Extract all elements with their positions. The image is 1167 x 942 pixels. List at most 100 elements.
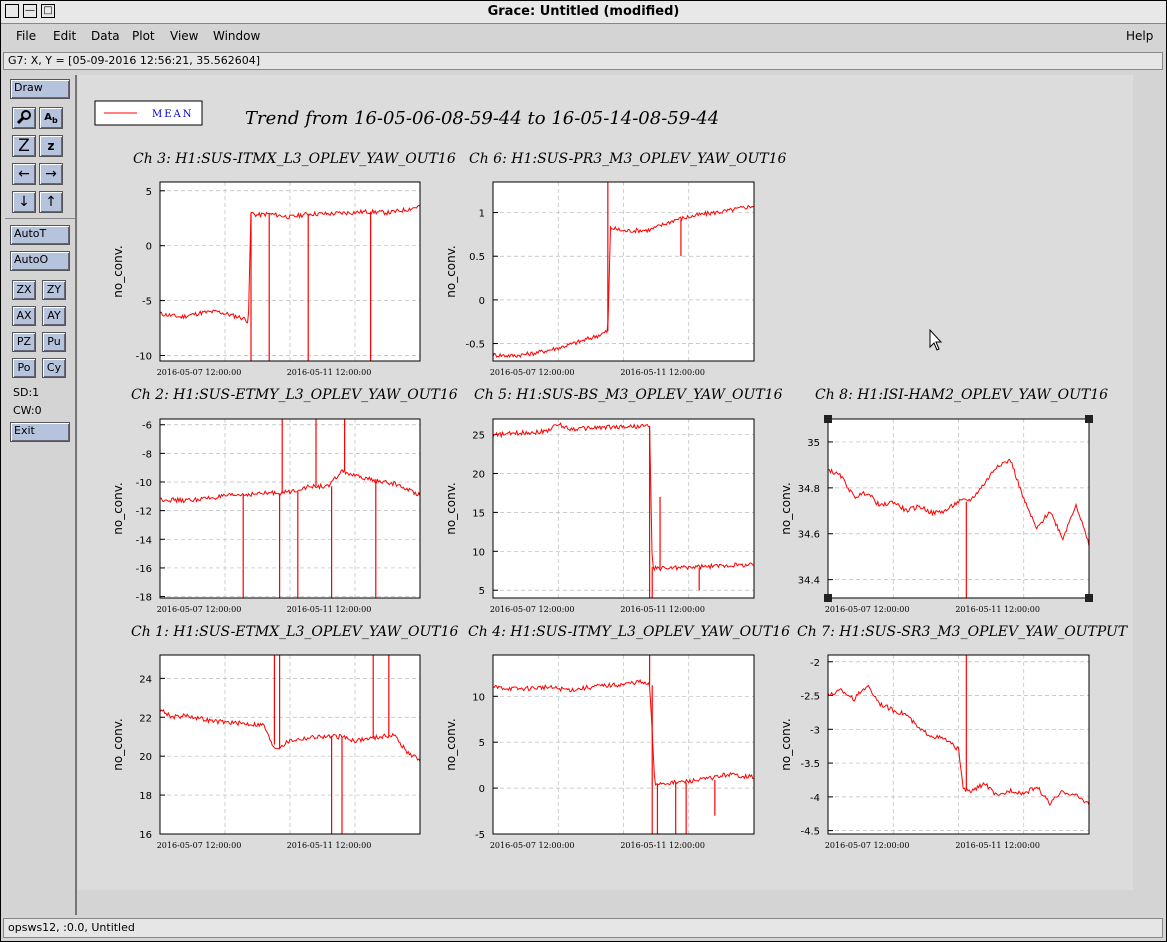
y-tick-label: 20 [139,752,152,763]
plot-area [160,655,420,834]
plot-area [160,419,420,598]
legend[interactable]: MEAN [94,100,203,126]
draw-button[interactable]: Draw [10,79,70,99]
ay-button[interactable]: AY [42,306,66,326]
y-tick-label: -12 [136,507,152,518]
y-tick-label: 5 [146,187,152,198]
x-tick-label: 2016-05-07 12:00:00 [157,605,242,614]
menu-edit[interactable]: Edit [53,29,77,43]
menu-window[interactable]: Window [213,29,261,43]
selection-handle [1085,415,1093,423]
up-arrow-icon[interactable]: ↑ [39,191,63,213]
title-bar[interactable]: — □ Grace: Untitled (modified) [1,1,1166,24]
y-tick-label: 10 [472,547,485,558]
menu-plot[interactable]: Plot [132,29,155,43]
plot-frame [827,418,1090,599]
menu-data[interactable]: Data [91,29,120,43]
y-tick-label: 0 [146,242,152,253]
chart-2: Ch 6: H1:SUS-PR3_M3_OPLEV_YAW_OUT16 1 0.5 0… [444,151,787,377]
chart-5: Ch 8: H1:ISI-HAM2_OPLEV_YAW_OUT16 35 34.8 3… [779,387,1108,614]
series-line [827,684,1090,806]
down-arrow-icon[interactable]: ↓ [12,191,36,213]
text-icon[interactable]: Ab [39,107,63,129]
locator-bar: G7: X, Y = [05-09-2016 12:56:21, 35.5626… [3,52,1163,70]
x-tick-label: 2016-05-07 12:00:00 [157,368,242,377]
zx-button[interactable]: ZX [12,280,36,300]
exit-button[interactable]: Exit [10,422,70,442]
x-tick-label: 2016-05-07 12:00:00 [825,841,910,850]
left-arrow-icon[interactable]: ← [12,163,36,185]
y-tick-label: -3 [810,725,820,736]
x-tick-label: 2016-05-07 12:00:00 [490,841,575,850]
x-tick-label: 2016-05-11 12:00:00 [287,605,372,614]
x-tick-label: 2016-05-11 12:00:00 [287,841,372,850]
y-tick-label: 16 [139,830,152,841]
x-tick-label: 2016-05-11 12:00:00 [620,605,705,614]
y-tick-label: -4 [810,793,820,804]
y-tick-label: 0.5 [469,252,485,263]
y-tick-label: -5 [475,830,485,841]
series-line [159,467,421,504]
chart-title: Ch 2: H1:SUS-ETMY_L3_OPLEV_YAW_OUT16 [131,387,458,403]
y-tick-label: -10 [136,352,152,363]
selection-handle [824,415,832,423]
y-tick-label: 10 [472,692,485,703]
y-tick-label: 20 [472,469,485,480]
menu-file[interactable]: File [16,29,37,43]
plot-frame [492,418,755,599]
zoom-out-z-icon[interactable]: z [39,135,63,157]
autoo-button[interactable]: AutoO [10,251,70,271]
mouse-cursor-icon [929,328,943,351]
plot-area [828,419,1089,598]
chart-1: Ch 3: H1:SUS-ITMX_L3_OPLEV_YAW_OUT16 5 0 -5… [111,151,456,377]
y-tick-label: -2.5 [800,692,820,703]
po-button[interactable]: Po [12,358,36,378]
selection-handle [824,594,832,602]
y-tick-label: -8 [142,449,152,460]
chart-7: Ch 4: H1:SUS-ITMY_L3_OPLEV_YAW_OUT16 10 5 0… [444,624,790,850]
y-tick-label: 35 [807,438,820,449]
x-tick-label: 2016-05-07 12:00:00 [490,605,575,614]
chart-title: Ch 4: H1:SUS-ITMY_L3_OPLEV_YAW_OUT16 [468,624,790,640]
menu-view[interactable]: View [170,29,199,43]
y-axis-label: no_conv. [111,718,125,770]
window-menu-button[interactable] [5,4,19,18]
y-tick-label: -3.5 [800,759,820,770]
ax-button[interactable]: AX [12,306,36,326]
pz-button[interactable]: PZ [12,332,36,352]
selection-handle [1085,594,1093,602]
zy-button[interactable]: ZY [42,280,66,300]
plot-frame [159,654,421,835]
y-tick-label: -4.5 [800,827,820,838]
y-axis-label: no_conv. [444,245,458,297]
pu-button[interactable]: Pu [42,332,66,352]
menu-help[interactable]: Help [1126,29,1154,43]
maximize-button[interactable]: □ [41,4,55,18]
zoom-in-z-icon[interactable]: Z [12,135,36,157]
sd-label: SD:1 [13,386,40,399]
autot-button[interactable]: AutoT [10,225,70,245]
x-tick-label: 2016-05-11 12:00:00 [287,368,372,377]
x-tick-label: 2016-05-11 12:00:00 [955,841,1040,850]
right-arrow-icon[interactable]: → [39,163,63,185]
y-axis-label: no_conv. [444,718,458,770]
series-line [492,422,755,572]
x-tick-label: 2016-05-07 12:00:00 [825,605,910,614]
zoom-icon[interactable] [12,107,36,129]
chart-title: Ch 6: H1:SUS-PR3_M3_OPLEV_YAW_OUT16 [469,151,787,167]
y-axis-label: no_conv. [111,482,125,534]
series-line [159,708,421,762]
plot-frame [159,181,421,362]
y-tick-label: -6 [142,421,152,432]
y-tick-label: 0 [479,784,485,795]
cw-label: CW:0 [13,404,42,417]
minimize-button[interactable]: — [23,4,37,18]
x-tick-label: 2016-05-11 12:00:00 [620,368,705,377]
plot-area [493,419,754,598]
cy-button[interactable]: Cy [42,358,66,378]
plot-frame [159,418,421,599]
y-tick-label: 5 [479,738,485,749]
tool-panel: Draw Ab Z z ← → ↓ ↑ AutoT AutoO ZX ZY AX… [5,75,77,915]
chart-6: Ch 1: H1:SUS-ETMX_L3_OPLEV_YAW_OUT16 24 22… [111,624,459,850]
